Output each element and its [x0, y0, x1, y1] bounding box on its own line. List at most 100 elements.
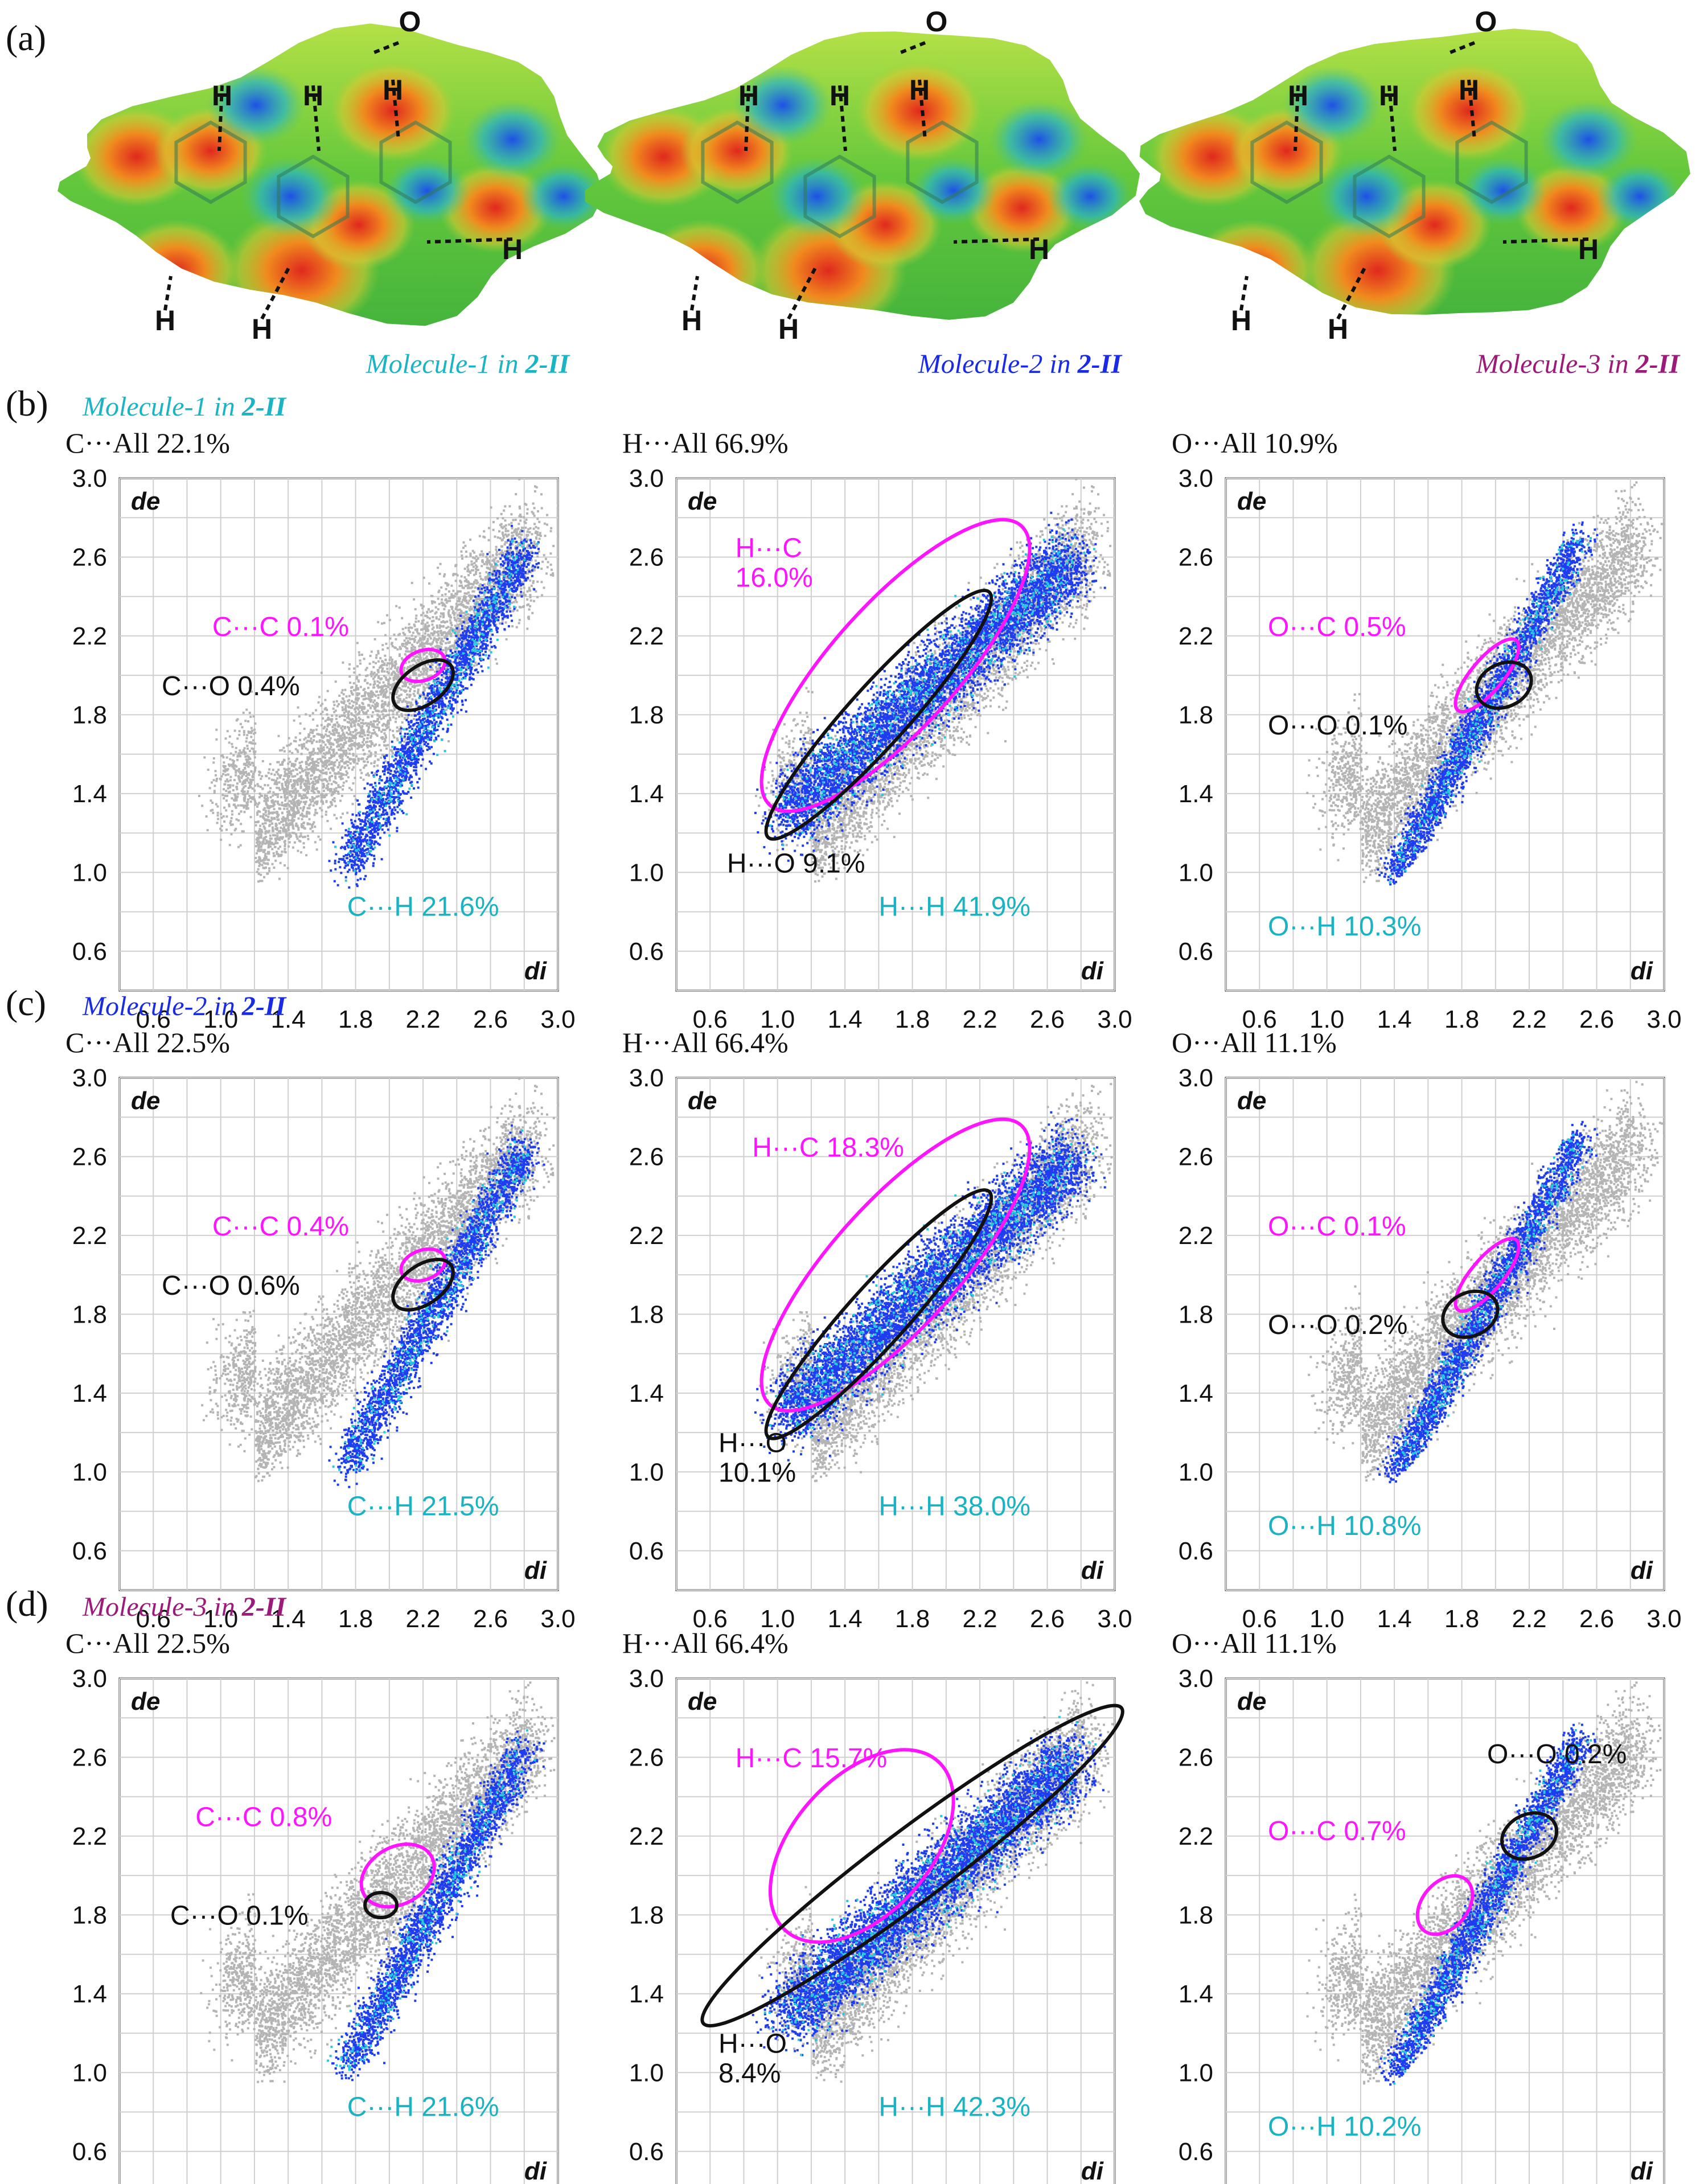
- contact-annotation-magenta: C···C 0.4%: [212, 1212, 349, 1242]
- molecule-ring: [1455, 120, 1528, 204]
- x-tick-label: 0.6: [693, 1605, 728, 1633]
- y-tick-label: 1.8: [629, 1300, 664, 1328]
- y-axis-label: de: [131, 1087, 160, 1115]
- blue-points: [754, 511, 1106, 862]
- y-tick-label: 1.8: [1178, 1300, 1213, 1328]
- blue-points: [754, 1111, 1106, 1462]
- fingerprint-plot-c-2: C···All 22.5% 0.6 1.0 1.4 1.8 2.2 2.6 3.0 0.6 1.0…: [65, 1027, 576, 1633]
- x-tick-label: 1.0: [203, 1605, 238, 1633]
- y-tick-label: 3.0: [629, 1064, 664, 1092]
- contact-dash: [953, 237, 1040, 244]
- y-tick-label: 0.6: [1178, 2138, 1213, 2166]
- y-axis-label: de: [1237, 487, 1266, 515]
- y-axis-label: de: [1237, 1087, 1266, 1115]
- surface-spot: [384, 157, 470, 225]
- x-axis-label: di: [1081, 2157, 1104, 2184]
- contact-ellipse-magenta: [399, 647, 447, 683]
- atom-label-o: O: [399, 6, 421, 38]
- y-tick-label: 2.6: [72, 1743, 107, 1771]
- contact-ellipse-magenta: [1453, 637, 1521, 714]
- y-tick-label: 3.0: [629, 1665, 664, 1693]
- blue-points: [1378, 1723, 1598, 2086]
- x-axis-label: di: [1631, 957, 1653, 985]
- scatter-points: [1306, 481, 1663, 886]
- contact-annotation-cyan: C···H 21.6%: [347, 2092, 499, 2122]
- y-axis-label: de: [131, 487, 160, 515]
- x-tick-label: 2.2: [1512, 1605, 1546, 1633]
- blue-points: [331, 1730, 545, 2082]
- x-axis-label: di: [524, 957, 547, 985]
- surface-spot: [855, 60, 984, 162]
- y-tick-label: 1.4: [629, 1980, 664, 2008]
- y-tick-label: 1.4: [72, 780, 107, 808]
- contact-dash: [1294, 85, 1300, 151]
- x-tick-label: 1.8: [1444, 1605, 1479, 1633]
- y-tick-label: 0.6: [72, 2138, 107, 2166]
- contact-annotation-magenta: C···C 0.1%: [212, 612, 349, 642]
- atom-label-h: H: [252, 313, 272, 345]
- contact-annotation-black: H···O: [718, 1428, 787, 1459]
- surface-spot: [1282, 65, 1382, 145]
- plot-title: O···All 11.1%: [1172, 1027, 1337, 1058]
- molecule-ring: [1353, 154, 1426, 239]
- x-tick-label: 3.0: [1646, 1005, 1681, 1033]
- x-tick-label: 2.2: [1512, 1005, 1546, 1033]
- contact-ellipse-magenta: [1453, 1237, 1521, 1313]
- surface-spot: [767, 157, 867, 236]
- x-tick-label: 3.0: [540, 1605, 575, 1633]
- grey-points: [201, 1078, 558, 1483]
- x-tick-label: 2.6: [1579, 1605, 1614, 1633]
- y-tick-label: 1.0: [629, 2059, 664, 2087]
- x-axis-label: di: [1631, 1557, 1653, 1584]
- scatter-points: [1306, 1678, 1662, 2086]
- x-tick-label: 2.6: [1579, 1005, 1614, 1033]
- x-tick-label: 1.4: [271, 1605, 306, 1633]
- x-tick-label: 3.0: [540, 1005, 575, 1033]
- row-title: Molecule-1 in 2-II: [82, 392, 288, 422]
- y-tick-label: 1.4: [1178, 1980, 1213, 2008]
- contact-annotation-magenta: O···C 0.7%: [1268, 1816, 1406, 1846]
- y-tick-label: 2.6: [1178, 543, 1213, 571]
- grey-points: [200, 1681, 556, 2083]
- plot-title: H···All 66.4%: [622, 1627, 789, 1659]
- plot-title: O···All 11.1%: [1172, 1627, 1337, 1659]
- contact-annotation-black: C···O 0.6%: [162, 1271, 300, 1301]
- contact-dash: [1445, 41, 1476, 56]
- surface-spot: [989, 100, 1089, 179]
- contact-ellipse-black: [700, 1703, 1124, 2028]
- y-tick-label: 1.0: [1178, 859, 1213, 886]
- contact-dash: [838, 85, 847, 151]
- cyan-points: [1394, 1134, 1592, 1468]
- x-tick-label: 3.0: [1646, 1605, 1681, 1633]
- fingerprint-plot-o-1: O···All 10.9% 0.6 1.0 1.4 1.8 2.2 2.6 3.0 0.6 1.0…: [1172, 427, 1682, 1033]
- contact-ellipse-black: [363, 1891, 399, 1920]
- molecule-caption: Molecule-1 in 2-II: [366, 349, 571, 379]
- y-tick-label: 2.6: [629, 1143, 664, 1171]
- x-tick-label: 1.8: [338, 1005, 373, 1033]
- y-tick-label: 3.0: [629, 465, 664, 492]
- y-axis-label: de: [688, 1087, 717, 1115]
- x-tick-label: 1.4: [1377, 1005, 1412, 1033]
- scatter-points: [754, 478, 1115, 883]
- x-axis-label: di: [524, 1557, 547, 1584]
- hirshfeld-surface-2: O H H H H H H Molecule-2 in 2-II: [585, 6, 1140, 379]
- contact-annotation-black: C···O 0.1%: [170, 1901, 309, 1931]
- blue-points: [752, 1721, 1106, 2056]
- plot-frame: [118, 1077, 559, 1591]
- contact-annotation-black: H···O: [718, 2029, 787, 2059]
- y-tick-label: 0.6: [72, 938, 107, 966]
- surface-spot: [462, 100, 562, 179]
- cyan-points: [334, 539, 539, 882]
- contact-dash: [217, 85, 224, 151]
- contact-ellipse-magenta: [359, 1842, 436, 1909]
- fingerprint-plot-c-1: C···All 22.1% 0.6 1.0 1.4 1.8 2.2 2.6 3.0 0.6 1.0…: [65, 427, 576, 1033]
- contact-annotation-cyan: O···H 10.2%: [1268, 2112, 1421, 2142]
- contact-annotation-cyan: O···H 10.3%: [1268, 912, 1421, 942]
- x-tick-label: 0.6: [136, 1005, 171, 1033]
- contact-annotation-black-2: 8.4%: [718, 2059, 781, 2089]
- y-tick-label: 2.6: [72, 1143, 107, 1171]
- atom-label-o: O: [926, 6, 948, 38]
- x-tick-label: 2.2: [405, 1005, 440, 1033]
- fingerprint-plot-h-3: H···All 66.4%0.61.01.41.82.22.63.00.61.0…: [622, 1627, 1124, 2184]
- y-axis-label: de: [131, 1688, 160, 1715]
